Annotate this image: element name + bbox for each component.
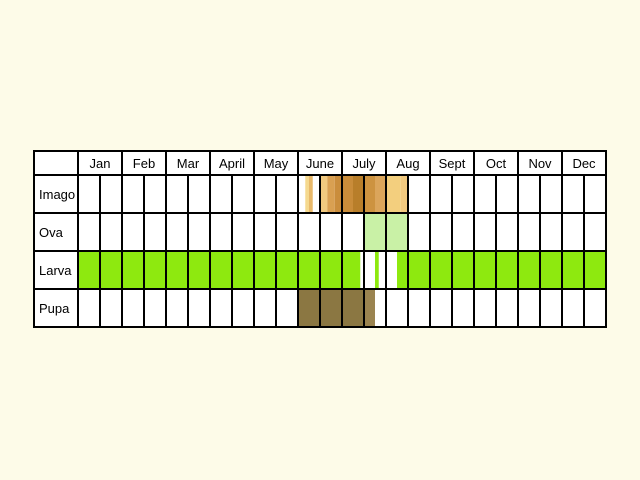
imago-segment: [400, 175, 408, 213]
larva-segment: [397, 251, 606, 289]
stage-label: Imago: [39, 187, 75, 202]
imago-segment: [327, 175, 335, 213]
larva-segment: [78, 251, 361, 289]
imago-segment: [342, 175, 353, 213]
month-label: Aug: [396, 156, 419, 171]
stage-label: Pupa: [39, 301, 70, 316]
phase-segments: [78, 175, 606, 327]
month-label: Sept: [439, 156, 466, 171]
larva-segment: [375, 251, 379, 289]
month-label: April: [219, 156, 245, 171]
imago-segment: [386, 175, 401, 213]
imago-segment: [334, 175, 342, 213]
imago-segment: [364, 175, 375, 213]
month-label: Dec: [572, 156, 596, 171]
imago-segment: [320, 175, 328, 213]
pupa-segment: [298, 289, 364, 327]
month-label: Nov: [528, 156, 552, 171]
imago-segment: [309, 175, 313, 213]
stage-labels: Imago Ova Larva Pupa: [39, 187, 75, 316]
stage-label: Ova: [39, 225, 64, 240]
month-label: Feb: [133, 156, 155, 171]
imago-segment: [305, 175, 309, 213]
stage-label: Larva: [39, 263, 72, 278]
month-header: Jan Feb Mar April May June July Aug Sept Oct Nov De…: [90, 156, 597, 171]
pupa-segment: [364, 289, 375, 327]
month-label: Oct: [486, 156, 507, 171]
month-label: July: [352, 156, 376, 171]
month-label: Jan: [90, 156, 111, 171]
month-label: June: [306, 156, 334, 171]
imago-segment: [353, 175, 364, 213]
imago-segment: [375, 175, 386, 213]
table-grid: [33, 150, 607, 328]
month-label: May: [264, 156, 289, 171]
month-label: Mar: [177, 156, 200, 171]
